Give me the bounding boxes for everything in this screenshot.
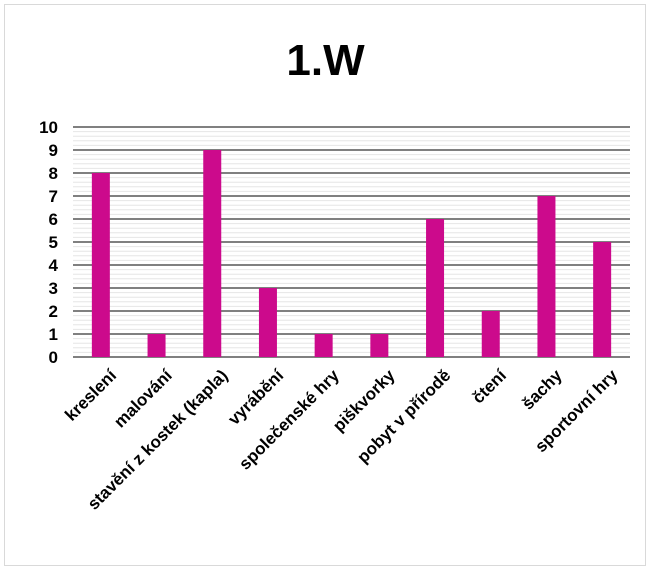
y-tick-label: 4 bbox=[49, 256, 59, 275]
y-tick-label: 3 bbox=[49, 279, 58, 298]
grid-layer bbox=[73, 126, 630, 358]
category-label: pobyt v přírodě bbox=[353, 366, 454, 467]
chart-title: 1.W bbox=[286, 36, 365, 85]
category-label: čtení bbox=[469, 365, 511, 407]
bar bbox=[481, 311, 500, 357]
category-label: šachy bbox=[518, 365, 566, 413]
y-tick-label: 5 bbox=[49, 233, 58, 252]
y-tick-label: 2 bbox=[49, 302, 58, 321]
bars bbox=[91, 150, 612, 357]
bar bbox=[370, 334, 389, 357]
y-tick-label: 10 bbox=[39, 118, 58, 137]
y-axis-ticks: 0 1 2 3 4 5 6 7 8 9 10 bbox=[39, 118, 58, 367]
y-tick-label: 0 bbox=[49, 348, 58, 367]
bar bbox=[91, 173, 110, 357]
y-tick-label: 1 bbox=[49, 325, 58, 344]
y-tick-label: 7 bbox=[49, 187, 58, 206]
bar bbox=[147, 334, 166, 357]
y-tick-label: 9 bbox=[49, 141, 58, 160]
category-label: společenské hry bbox=[235, 366, 343, 474]
bar bbox=[314, 334, 333, 357]
bar bbox=[593, 242, 612, 357]
y-tick-label: 6 bbox=[49, 210, 58, 229]
bar bbox=[258, 288, 277, 357]
bar bbox=[537, 196, 556, 357]
bar bbox=[203, 150, 222, 357]
y-tick-label: 8 bbox=[49, 164, 58, 183]
bar bbox=[426, 219, 445, 357]
